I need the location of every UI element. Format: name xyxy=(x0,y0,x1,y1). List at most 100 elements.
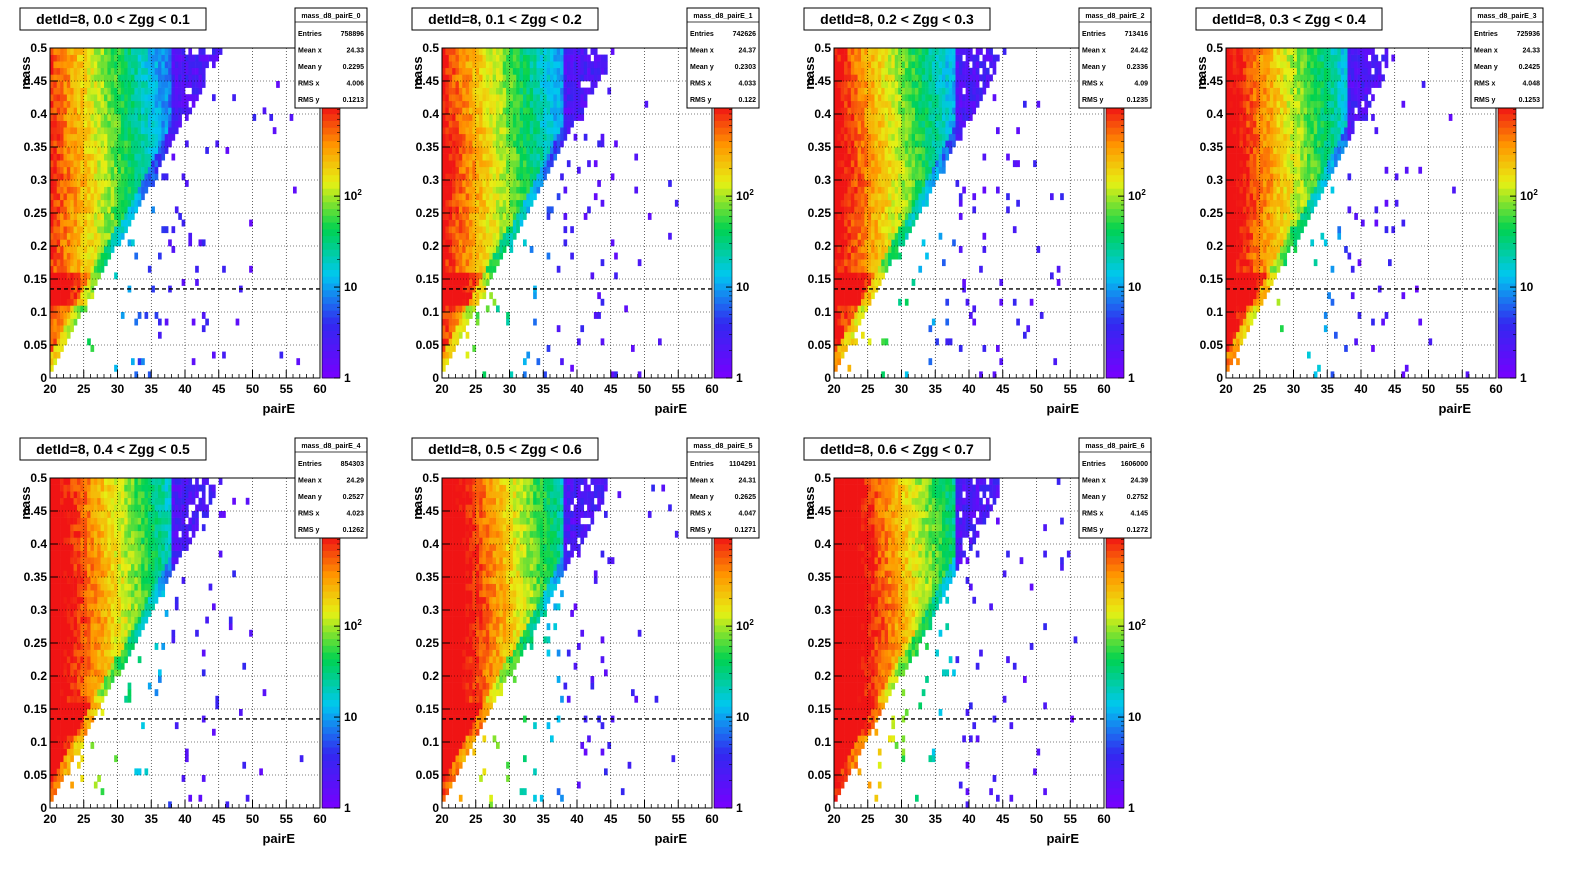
y-tick-label: 0.45 xyxy=(24,74,48,88)
y-tick-label: 0.1 xyxy=(30,735,47,749)
stats-value: 4.09 xyxy=(1134,81,1148,88)
stats-label: RMS y xyxy=(690,527,712,534)
z-tick-label: 102 xyxy=(344,188,362,203)
z-tick-label: 10 xyxy=(344,280,358,294)
stats-label: Entries xyxy=(690,461,714,468)
stats-name: mass_d8_pairE_0 xyxy=(301,13,360,20)
stats-label: Mean x xyxy=(298,478,322,485)
heatmap-cells xyxy=(50,478,304,809)
stats-value: 0.2625 xyxy=(735,494,757,501)
stats-label: RMS y xyxy=(298,527,320,534)
y-tick-label: 0.25 xyxy=(416,206,440,220)
y-tick-label: 0.35 xyxy=(24,140,48,154)
x-tick-label: 45 xyxy=(1388,382,1402,396)
stats-value: 4.023 xyxy=(346,511,364,518)
z-tick-label: 1 xyxy=(344,801,351,815)
z-tick-label: 102 xyxy=(736,188,754,203)
stats-label: RMS x xyxy=(1082,81,1104,88)
x-tick-label: 35 xyxy=(145,382,159,396)
stats-value: 24.31 xyxy=(738,478,756,485)
y-tick-label: 0.25 xyxy=(808,206,832,220)
y-tick-label: 0.1 xyxy=(422,305,439,319)
x-tick-label: 60 xyxy=(1489,382,1503,396)
stats-box: mass_d8_pairE_0 Entries 758896 Mean x 24.33 M… xyxy=(294,7,368,109)
stats-frame xyxy=(686,7,760,109)
stats-value: 0.2752 xyxy=(1127,494,1149,501)
x-tick-label: 20 xyxy=(435,812,449,826)
x-tick-label: 25 xyxy=(469,382,483,396)
y-tick-label: 0 xyxy=(40,371,47,385)
stats-frame xyxy=(1078,437,1152,539)
y-tick-label: 0.15 xyxy=(416,272,440,286)
y-tick-label: 0.25 xyxy=(808,636,832,650)
x-tick-label: 30 xyxy=(111,812,125,826)
stats-value: 742626 xyxy=(733,31,756,38)
y-tick-label: 0.2 xyxy=(30,239,47,253)
stats-label: RMS x xyxy=(1474,81,1496,88)
y-tick-label: 0.35 xyxy=(1200,140,1224,154)
y-tick-label: 0.1 xyxy=(422,735,439,749)
y-tick-label: 0.5 xyxy=(814,41,831,55)
stats-value: 0.1213 xyxy=(343,97,365,104)
y-tick-label: 0.15 xyxy=(24,272,48,286)
stats-value: 1104291 xyxy=(729,461,756,468)
x-axis-title: pairE xyxy=(1046,831,1079,846)
x-tick-label: 20 xyxy=(827,812,841,826)
z-tick-label: 102 xyxy=(736,618,754,633)
x-tick-label: 25 xyxy=(77,812,91,826)
stats-name: mass_d8_pairE_1 xyxy=(693,13,752,20)
x-tick-label: 60 xyxy=(705,812,719,826)
x-tick-label: 35 xyxy=(537,382,551,396)
x-tick-label: 45 xyxy=(996,812,1010,826)
y-tick-label: 0.1 xyxy=(814,305,831,319)
chart-title: detId=8, 0.6 < Zgg < 0.7 xyxy=(820,441,974,457)
y-tick-label: 0.1 xyxy=(814,735,831,749)
x-tick-label: 20 xyxy=(435,382,449,396)
z-tick-label: 102 xyxy=(344,618,362,633)
stats-name: mass_d8_pairE_3 xyxy=(1477,13,1536,20)
y-tick-label: 0.05 xyxy=(24,338,48,352)
x-axis-title: pairE xyxy=(262,401,295,416)
panel-0: 20 25 30 35 40 45 50 55 60 0 0.05 0.1 0.15 0.2 0.25 0.3… xyxy=(18,7,368,416)
x-tick-label: 40 xyxy=(1354,382,1368,396)
stats-label: Entries xyxy=(298,31,322,38)
x-tick-label: 25 xyxy=(861,812,875,826)
heatmap-cells xyxy=(442,478,679,809)
stats-label: Mean y xyxy=(298,494,322,501)
y-axis-title: mass xyxy=(1194,56,1209,89)
z-tick-label: 1 xyxy=(344,371,351,385)
panel-4: 20 25 30 35 40 45 50 55 60 0 0.05 0.1 0.15 0.2 0.25 0.3… xyxy=(18,437,368,846)
stats-label: Mean x xyxy=(1474,48,1498,55)
y-tick-label: 0.2 xyxy=(30,669,47,683)
color-bar: 1 10 102 xyxy=(1497,106,1538,385)
x-tick-label: 55 xyxy=(280,812,294,826)
y-tick-label: 0.15 xyxy=(416,702,440,716)
x-axis-title: pairE xyxy=(654,401,687,416)
x-tick-label: 60 xyxy=(313,812,327,826)
y-tick-label: 0.2 xyxy=(814,239,831,253)
x-tick-label: 25 xyxy=(1253,382,1267,396)
x-tick-label: 55 xyxy=(1064,812,1078,826)
x-tick-label: 50 xyxy=(246,812,260,826)
x-tick-label: 55 xyxy=(672,812,686,826)
stats-label: Mean x xyxy=(690,478,714,485)
stats-value: 0.2303 xyxy=(735,64,757,71)
stats-value: 854303 xyxy=(341,461,364,468)
x-tick-label: 40 xyxy=(962,382,976,396)
stats-box: mass_d8_pairE_4 Entries 854303 Mean x 24.29 M… xyxy=(294,437,368,539)
heatmap-cells xyxy=(442,48,679,379)
y-tick-label: 0.35 xyxy=(416,570,440,584)
y-tick-label: 0.5 xyxy=(1206,41,1223,55)
z-tick-label: 10 xyxy=(344,710,358,724)
y-tick-label: 0.4 xyxy=(422,107,439,121)
title-box xyxy=(19,7,207,31)
y-tick-label: 0.4 xyxy=(814,107,831,121)
y-tick-label: 0.05 xyxy=(808,338,832,352)
heatmap-cells xyxy=(834,48,1064,379)
y-tick-label: 0.5 xyxy=(30,471,47,485)
stats-value: 725936 xyxy=(1517,31,1540,38)
panel-1: 20 25 30 35 40 45 50 55 60 0 0.05 0.1 0.15 0.2 0.25 0.3… xyxy=(410,7,760,416)
stats-label: Entries xyxy=(1474,31,1498,38)
y-tick-label: 0.3 xyxy=(30,173,47,187)
y-tick-label: 0.5 xyxy=(814,471,831,485)
